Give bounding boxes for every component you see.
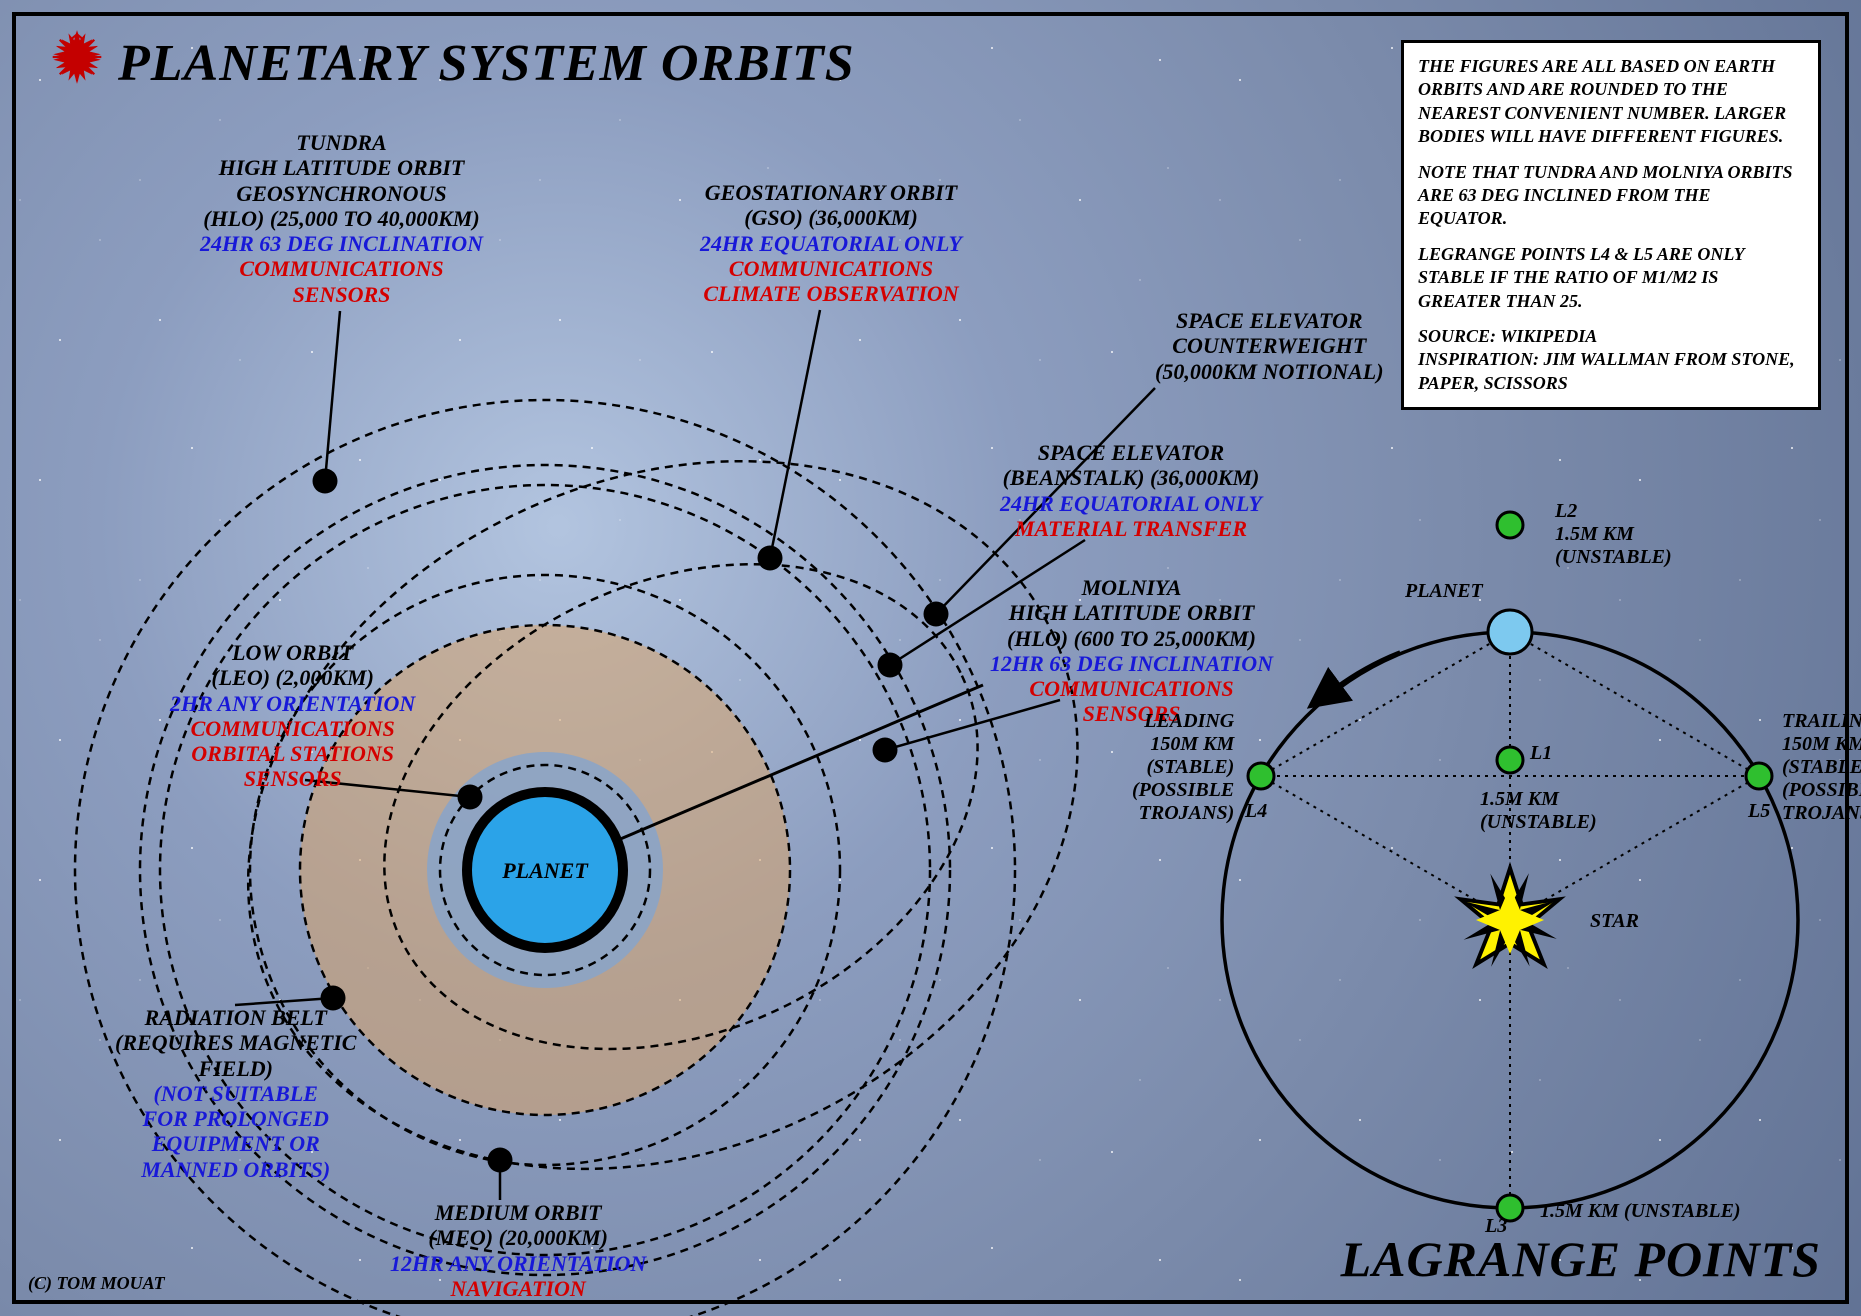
main-title-text: PLANETARY SYSTEM ORBITS: [118, 34, 855, 93]
label-planet-lagrange: PLANET: [1405, 580, 1483, 603]
label-l5: L5: [1748, 800, 1770, 823]
info-p3: Legrange points L4 & L5 are only stable …: [1418, 243, 1804, 313]
label-meo: MEDIUM ORBIT (MEO) (20,000KM) 12HR ANY O…: [390, 1200, 646, 1301]
copyright: (C) TOM MOUAT: [28, 1273, 165, 1294]
label-l4-note: LEADING 150M KM (STABLE) (POSSIBLE TROJA…: [1132, 710, 1234, 825]
label-tundra: TUNDRA HIGH LATITUDE ORBIT GEOSYNCHRONOU…: [200, 130, 483, 307]
info-p2: Note that Tundra and Molniya orbits are …: [1418, 161, 1804, 231]
main-title: PLANETARY SYSTEM ORBITS: [50, 30, 855, 97]
label-gso: GEOSTATIONARY ORBIT (GSO) (36,000KM) 24H…: [700, 180, 962, 306]
info-p4: Source: Wikipedia Inspiration: Jim Wallm…: [1418, 325, 1804, 395]
label-l4: L4: [1245, 800, 1267, 823]
label-l1-note: 1.5M KM (UNSTABLE): [1480, 788, 1597, 834]
label-radiation: RADIATION BELT (REQUIRES MAGNETIC FIELD)…: [115, 1005, 356, 1182]
label-l3-note: 1.5M KM (UNSTABLE): [1540, 1200, 1741, 1223]
label-star: STAR: [1590, 910, 1639, 933]
label-counterweight: SPACE ELEVATOR COUNTERWEIGHT (50,000KM N…: [1155, 308, 1384, 384]
label-molniya: MOLNIYA HIGH LATITUDE ORBIT (HLO) (600 T…: [990, 575, 1273, 727]
sun-icon: [50, 30, 104, 97]
label-leo: LOW ORBIT (LEO) (2,000KM) 2HR ANY ORIENT…: [170, 640, 415, 792]
info-p1: The figures are all based on Earth orbit…: [1418, 55, 1804, 149]
label-elevator: SPACE ELEVATOR (BEANSTALK) (36,000KM) 24…: [1000, 440, 1262, 541]
label-l2: L2 1.5M KM (UNSTABLE): [1555, 500, 1672, 569]
label-l1: L1: [1530, 742, 1552, 765]
lagrange-title: LAGRANGE POINTS: [1341, 1230, 1821, 1288]
label-l5-note: TRAILING 150M KM (STABLE) (POSSIBLE TROJ…: [1782, 710, 1861, 825]
info-box: The figures are all based on Earth orbit…: [1401, 40, 1821, 410]
